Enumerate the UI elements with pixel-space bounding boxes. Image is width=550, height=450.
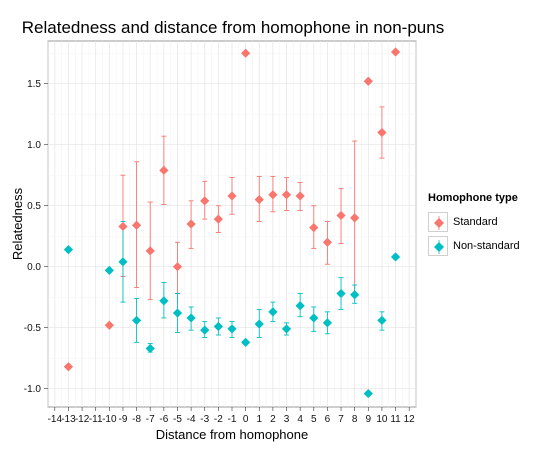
point-non-standard: [295, 301, 305, 311]
point-non-standard: [186, 313, 196, 323]
point-standard: [200, 196, 210, 206]
point-non-standard: [350, 290, 360, 300]
point-non-standard: [322, 318, 333, 328]
x-axis-title: Distance from homophone: [156, 427, 308, 442]
x-tick-label: 2: [270, 414, 276, 425]
x-tick-label: 5: [311, 414, 317, 425]
legend-key-standard: [428, 212, 448, 232]
x-tick-label: -13: [61, 414, 76, 425]
y-tick-label: 0.0: [27, 262, 41, 273]
point-standard: [336, 210, 346, 221]
x-tick-label: -14: [48, 414, 63, 425]
point-non-standard: [377, 315, 387, 325]
point-standard: [281, 190, 292, 200]
legend-item-standard: Standard: [428, 210, 520, 234]
point-non-standard: [159, 296, 169, 306]
x-tick-label: -6: [159, 414, 168, 425]
y-tick-label: -1.0: [24, 384, 42, 395]
x-tick-label: -3: [200, 414, 209, 425]
x-tick-label: 3: [284, 414, 290, 425]
y-tick-label: -0.5: [24, 323, 42, 334]
point-standard: [390, 47, 401, 57]
x-tick-label: 11: [390, 414, 401, 425]
point-non-standard: [118, 257, 128, 267]
point-standard: [145, 246, 155, 256]
point-standard: [295, 191, 305, 201]
legend-title: Homophone type: [428, 192, 518, 204]
x-tick-label: -1: [228, 414, 237, 425]
x-tick-label: -11: [89, 414, 103, 425]
y-tick-label: 1.5: [27, 79, 41, 90]
x-tick-label: 6: [325, 414, 331, 425]
point-non-standard: [131, 315, 142, 325]
point-non-standard: [336, 288, 346, 299]
point-non-standard: [390, 252, 401, 262]
point-non-standard: [63, 245, 74, 255]
point-non-standard: [309, 313, 319, 323]
point-non-standard: [200, 325, 210, 335]
y-tick-label: 1.0: [27, 140, 41, 151]
y-axis-title: Relatedness: [10, 187, 25, 260]
point-standard: [377, 127, 387, 138]
legend-label-standard: Standard: [453, 216, 498, 228]
point-standard: [213, 214, 223, 224]
point-non-standard: [363, 388, 373, 399]
x-tick-label: 8: [352, 414, 358, 425]
point-standard: [104, 320, 114, 330]
point-standard: [172, 262, 183, 272]
point-non-standard: [213, 321, 223, 332]
point-non-standard: [227, 324, 237, 334]
point-standard: [63, 362, 74, 372]
x-tick-label: 10: [376, 414, 388, 425]
legend-item-non-standard: Non-standard: [428, 234, 520, 258]
x-axis-ticks: -14 -13 -12 -11 -10 -9 -8 -7 -6 -5 -4 -3 -2 -1 0 1 2 3 4 5 6…: [48, 407, 416, 425]
data-points: [63, 47, 401, 399]
point-standard: [227, 191, 237, 201]
x-tick-label: 0: [243, 414, 249, 425]
point-standard: [254, 195, 264, 205]
point-standard: [186, 219, 196, 229]
point-non-standard: [268, 307, 278, 317]
legend-label-non-standard: Non-standard: [453, 240, 520, 252]
chart-title: Relatedness and distance from homophone …: [21, 18, 445, 37]
point-standard: [118, 221, 128, 232]
point-standard: [131, 220, 142, 230]
point-standard: [309, 223, 319, 233]
point-standard: [350, 213, 360, 223]
x-tick-label: 12: [404, 414, 416, 425]
x-tick-label: 7: [338, 414, 344, 425]
x-tick-label: -5: [173, 414, 182, 425]
legend: Homophone type Standard Non-standard: [428, 192, 520, 258]
x-tick-label: 4: [297, 414, 303, 425]
legend-key-non-standard: [428, 236, 448, 256]
x-tick-label: -8: [132, 414, 141, 425]
point-non-standard: [145, 343, 155, 354]
x-tick-label: -4: [187, 414, 196, 425]
x-tick-label: 9: [366, 414, 372, 425]
point-non-standard: [241, 337, 251, 347]
point-non-standard: [172, 308, 183, 318]
point-standard: [268, 190, 278, 200]
y-tick-label: 0.5: [27, 201, 41, 212]
point-standard: [363, 76, 373, 86]
point-standard: [322, 237, 333, 247]
x-tick-label: -9: [119, 414, 128, 425]
x-tick-label: -7: [146, 414, 155, 425]
x-tick-label: -12: [75, 414, 90, 425]
point-non-standard: [254, 319, 264, 329]
point-standard: [241, 48, 251, 58]
point-standard: [159, 165, 169, 175]
point-non-standard: [104, 265, 114, 275]
x-tick-label: -10: [102, 414, 117, 425]
y-axis-ticks: -1.0 -0.5 0.0 0.5 1.0 1.5: [24, 79, 48, 395]
x-tick-label: 1: [256, 414, 262, 425]
x-tick-label: -2: [214, 414, 223, 425]
point-non-standard: [281, 324, 292, 334]
